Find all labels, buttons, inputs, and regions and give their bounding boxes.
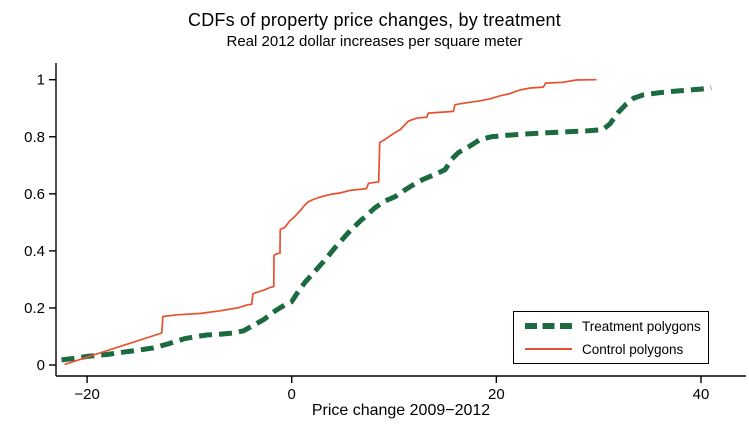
legend-label-treatment: Treatment polygons — [582, 318, 701, 334]
x-tick-label: 0 — [288, 386, 296, 403]
legend-box: Treatment polygons Control polygons — [513, 311, 709, 364]
y-tick-label: 0.2 — [24, 300, 45, 317]
y-tick-label: 0.4 — [24, 243, 45, 260]
x-tick-label: 40 — [693, 386, 710, 403]
treatment-cdf-line — [61, 85, 712, 363]
y-tick-label: 0.6 — [24, 186, 45, 203]
y-tick-label: 0 — [37, 357, 45, 374]
legend-label-control: Control polygons — [582, 341, 684, 357]
y-tick-label: 0.8 — [24, 129, 45, 146]
chart-subtitle: Real 2012 dollar increases per square me… — [226, 33, 523, 50]
legend-item-treatment: Treatment polygons — [514, 317, 708, 335]
x-tick-label: −20 — [74, 386, 99, 403]
x-axis-title: Price change 2009−2012 — [311, 402, 491, 419]
treatment-line-sample — [525, 323, 572, 329]
legend-item-control: Control polygons — [514, 340, 708, 358]
control-cdf-line — [64, 78, 597, 366]
x-tick-label: 20 — [488, 386, 505, 403]
control-line-sample — [525, 348, 572, 350]
y-tick-label: 1 — [37, 72, 45, 89]
chart-title: CDFs of property price changes, by treat… — [188, 10, 561, 30]
